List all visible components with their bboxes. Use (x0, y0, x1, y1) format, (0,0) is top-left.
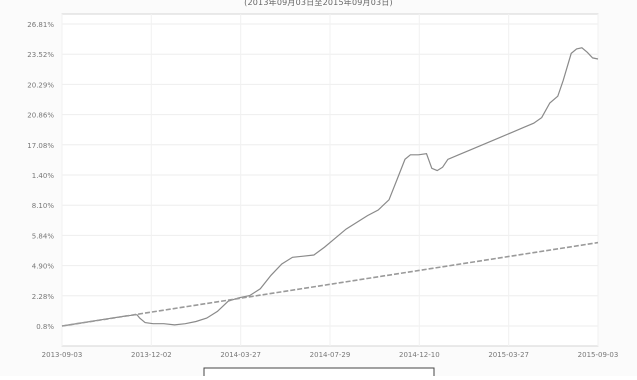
chart-title: (2013年09月03日至2015年09月03日) (244, 0, 393, 7)
y-tick-label: 4.90% (32, 263, 55, 271)
y-tick-label: 8.10% (32, 202, 55, 210)
y-tick-label: 5.84% (32, 232, 55, 240)
x-tick-label: 2013-09-03 (42, 351, 83, 359)
y-axis-labels: 26.81% 23.52% 20.29% 20.86% 17.08% 1.40% 8.10%… (27, 21, 54, 331)
x-tick-label: 2013-12-02 (131, 351, 172, 359)
x-tick-label: 2014-12-10 (399, 351, 440, 359)
x-axis-labels: 2013-09-03 2013-12-02 2014-03-27 2014-07-29… (42, 351, 619, 359)
legend-box (203, 367, 435, 380)
y-tick-label: 20.86% (27, 112, 54, 120)
series-lines (61, 47, 599, 327)
series-line-2 (61, 241, 599, 327)
x-tick-label: 2014-03-27 (220, 351, 261, 359)
x-tick-label: 2014-07-29 (310, 351, 351, 359)
y-tick-label: 2.28% (32, 293, 55, 301)
grid (61, 14, 599, 346)
y-tick-label: 1.40% (32, 172, 55, 180)
y-tick-label: 23.52% (27, 51, 54, 59)
x-tick-label: 2015-03-27 (488, 351, 529, 359)
y-tick-label: 0.8% (36, 323, 54, 331)
series-line-1 (61, 47, 599, 327)
y-tick-label: 26.81% (27, 21, 54, 29)
x-tick-label: 2015-09-03 (578, 351, 619, 359)
y-tick-label: 17.08% (27, 142, 54, 150)
y-tick-label: 20.29% (27, 81, 54, 89)
